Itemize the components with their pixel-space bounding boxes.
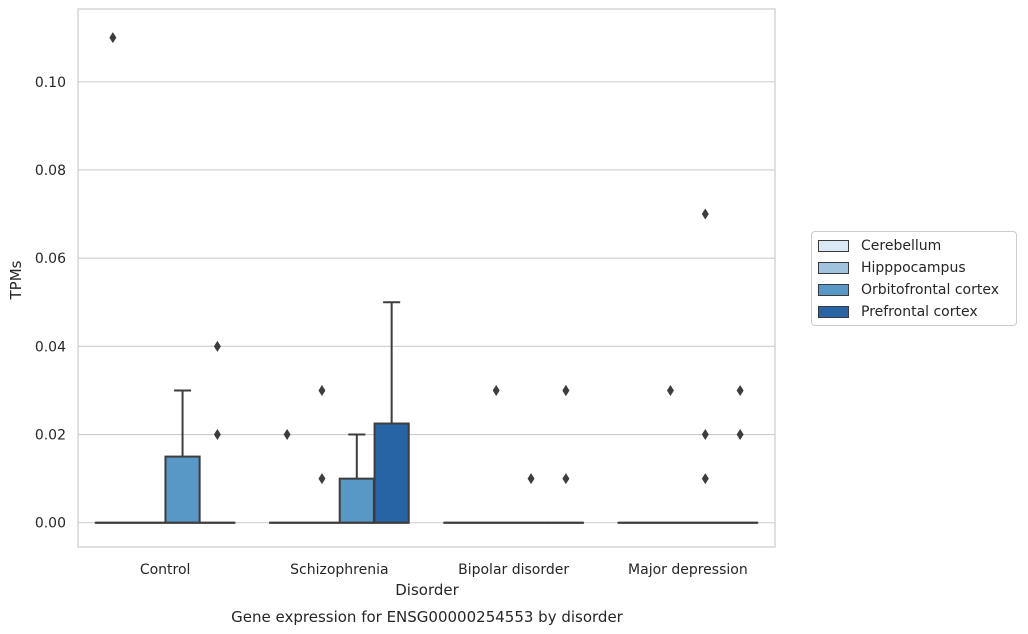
y-tick-label: 0.04	[35, 339, 66, 355]
x-tick-label: Schizophrenia	[290, 562, 388, 578]
box-3-1	[373, 301, 410, 524]
plot-area-frame	[77, 8, 776, 548]
x-axis-title: Disorder	[395, 581, 459, 599]
box-body	[373, 422, 410, 524]
y-tick-label: 0.10	[35, 75, 66, 91]
outlier-point	[736, 384, 744, 396]
box-2-0	[164, 389, 201, 524]
box-0-0	[94, 32, 131, 524]
legend-item-hippocampus: Hipppocampus	[818, 259, 966, 277]
y-tick-label: 0.00	[35, 516, 66, 532]
box-0-1	[269, 429, 306, 524]
box-3-0	[199, 340, 236, 524]
box-2-3	[687, 208, 724, 524]
legend-label-hippocampus: Hipppocampus	[861, 260, 966, 276]
legend-swatch-cerebellum	[818, 240, 849, 252]
box-body	[338, 477, 375, 524]
legend-item-orbitofrontal-cortex: Orbitofrontal cortex	[818, 281, 999, 299]
outlier-point	[213, 429, 221, 441]
outlier-point	[318, 384, 326, 396]
y-tick-label: 0.06	[35, 251, 66, 267]
x-tick-label: Bipolar disorder	[458, 562, 569, 578]
legend-swatch-hippocampus	[818, 262, 849, 274]
outlier-point	[736, 429, 744, 441]
outlier-point	[109, 32, 117, 44]
chart-title: Gene expression for ENSG00000254553 by d…	[231, 608, 624, 626]
legend-label-cerebellum: Cerebellum	[861, 238, 942, 254]
outlier-point	[701, 208, 709, 220]
outlier-point	[701, 429, 709, 441]
box-2-1	[338, 433, 375, 524]
box-series	[94, 32, 759, 524]
box-1-2	[478, 384, 515, 524]
legend-label-prefrontal-cortex: Prefrontal cortex	[861, 304, 978, 320]
box-3-2	[547, 384, 584, 524]
box-body	[164, 455, 201, 524]
y-tick-label: 0.02	[35, 428, 66, 444]
y-axis-title: TPMs	[7, 260, 25, 300]
outlier-point	[283, 429, 291, 441]
y-tick-labels: 0.00 0.02 0.04 0.06 0.08 0.10	[35, 75, 66, 532]
outlier-point	[492, 384, 500, 396]
legend-item-cerebellum: Cerebellum	[818, 237, 941, 255]
outlier-point	[666, 384, 674, 396]
box-1-3	[652, 384, 689, 524]
outlier-point	[701, 473, 709, 485]
box-1-1	[303, 384, 341, 524]
x-tick-labels: Control Schizophrenia Bipolar disorder Majo…	[140, 562, 748, 578]
x-tick-label: Control	[140, 562, 191, 578]
outlier-point	[527, 473, 535, 485]
legend-swatch-orbitofrontal-cortex	[818, 284, 849, 296]
outlier-point	[562, 473, 570, 485]
box-2-2	[512, 473, 550, 524]
legend-item-prefrontal-cortex: Prefrontal cortex	[818, 303, 978, 321]
legend-swatch-prefrontal-cortex	[818, 306, 849, 318]
box-3-3	[722, 384, 759, 524]
outlier-point	[213, 340, 221, 352]
x-tick-label: Major depression	[628, 562, 748, 578]
outlier-point	[562, 384, 570, 396]
legend: Cerebellum Hipppocampus Orbitofrontal co…	[811, 231, 1017, 326]
y-tick-label: 0.08	[35, 163, 66, 179]
outlier-point	[318, 473, 326, 485]
legend-label-orbitofrontal-cortex: Orbitofrontal cortex	[861, 282, 999, 298]
